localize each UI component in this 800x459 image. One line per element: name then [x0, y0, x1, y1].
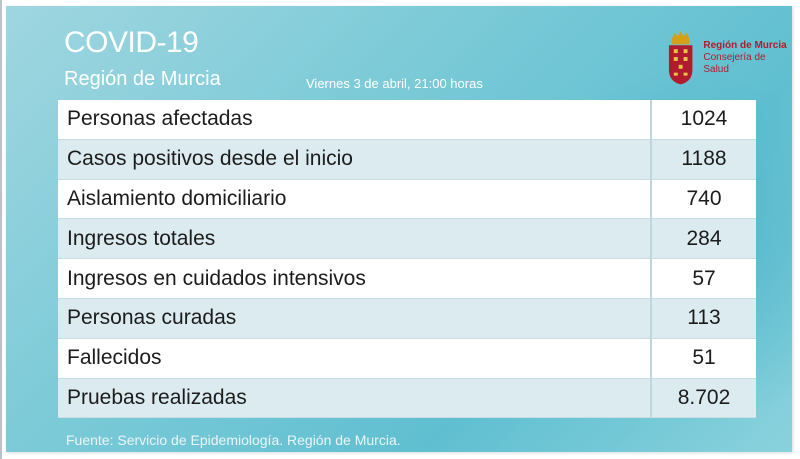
- row-value: 284: [652, 219, 756, 260]
- row-value: 113: [652, 298, 756, 339]
- row-label: Fallecidos: [58, 338, 652, 379]
- infographic-card: COVID-19 Región de Murcia Viernes 3 de a…: [6, 6, 792, 452]
- row-label: Personas curadas: [58, 298, 652, 339]
- table-row: Personas curadas 113: [58, 298, 756, 339]
- logo-department: Consejería de Salud: [703, 52, 766, 75]
- row-label: Pruebas realizadas: [58, 378, 652, 419]
- source-note: Fuente: Servicio de Epidemiología. Regió…: [66, 432, 401, 448]
- table-row: Ingresos totales 284: [58, 219, 756, 260]
- table-row: Aislamiento domiciliario 740: [58, 179, 756, 220]
- table-row: Ingresos en cuidados intensivos 57: [58, 259, 756, 299]
- row-value: 57: [652, 259, 756, 299]
- report-date: Viernes 3 de abril, 21:00 horas: [306, 76, 483, 91]
- row-label: Ingresos totales: [58, 219, 652, 260]
- coat-of-arms-icon: [668, 30, 693, 85]
- row-label: Casos positivos desde el inicio: [58, 139, 652, 180]
- region-subtitle: Región de Murcia: [64, 68, 221, 90]
- logo-region-name: Región de Murcia: [703, 40, 787, 51]
- row-value: 740: [652, 179, 756, 220]
- table-row: Fallecidos 51: [58, 338, 756, 379]
- row-value: 51: [652, 338, 756, 379]
- row-label: Aislamiento domiciliario: [58, 179, 652, 220]
- row-label: Ingresos en cuidados intensivos: [58, 259, 652, 299]
- row-value: 1188: [652, 139, 756, 180]
- table-row: Personas afectadas 1024: [58, 100, 756, 140]
- row-value: 8.702: [652, 378, 756, 419]
- table-row: Casos positivos desde el inicio 1188: [58, 139, 756, 180]
- page-title: COVID-19: [64, 26, 199, 59]
- table-row: Pruebas realizadas 8.702: [58, 378, 756, 419]
- row-label: Personas afectadas: [58, 100, 652, 140]
- statistics-table: Personas afectadas 1024 Casos positivos …: [58, 100, 756, 419]
- region-logo: Región de Murcia Consejería de Salud: [666, 30, 792, 86]
- row-value: 1024: [652, 100, 756, 140]
- logo-text: Región de Murcia Consejería de Salud: [703, 40, 792, 76]
